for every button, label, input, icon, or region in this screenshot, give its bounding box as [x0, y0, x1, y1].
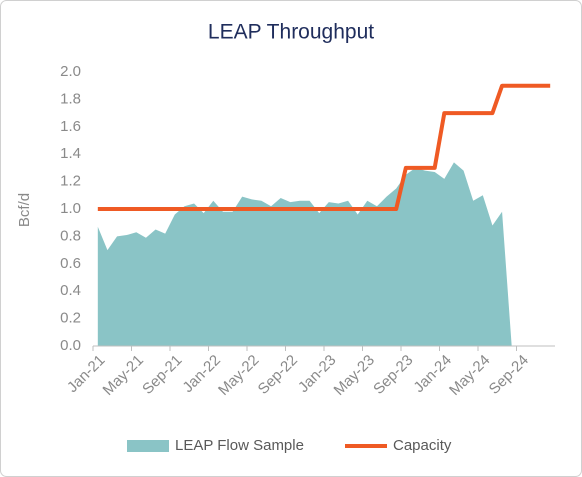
y-tick-label: 0.2 [60, 310, 81, 327]
y-tick-label: 1.0 [60, 200, 81, 217]
y-tick-label: 1.6 [60, 118, 81, 135]
area [97, 162, 512, 346]
legend-swatch [127, 440, 169, 452]
y-axis-label: Bcf/d [16, 193, 33, 227]
y-tick-label: 1.2 [60, 173, 81, 190]
legend-label: Capacity [393, 437, 452, 454]
y-tick-label: 0.6 [60, 255, 81, 272]
y-tick-label: 2.0 [60, 63, 81, 80]
y-tick-label: 1.8 [60, 90, 81, 107]
legend-label: LEAP Flow Sample [175, 437, 304, 454]
y-tick-label: 0.4 [60, 282, 81, 299]
y-tick-label: 0.8 [60, 227, 81, 244]
y-tick-label: 0.0 [60, 337, 81, 354]
chart-title: LEAP Throughput [208, 21, 374, 44]
line [97, 83, 551, 211]
y-tick-label: 1.4 [60, 145, 81, 162]
